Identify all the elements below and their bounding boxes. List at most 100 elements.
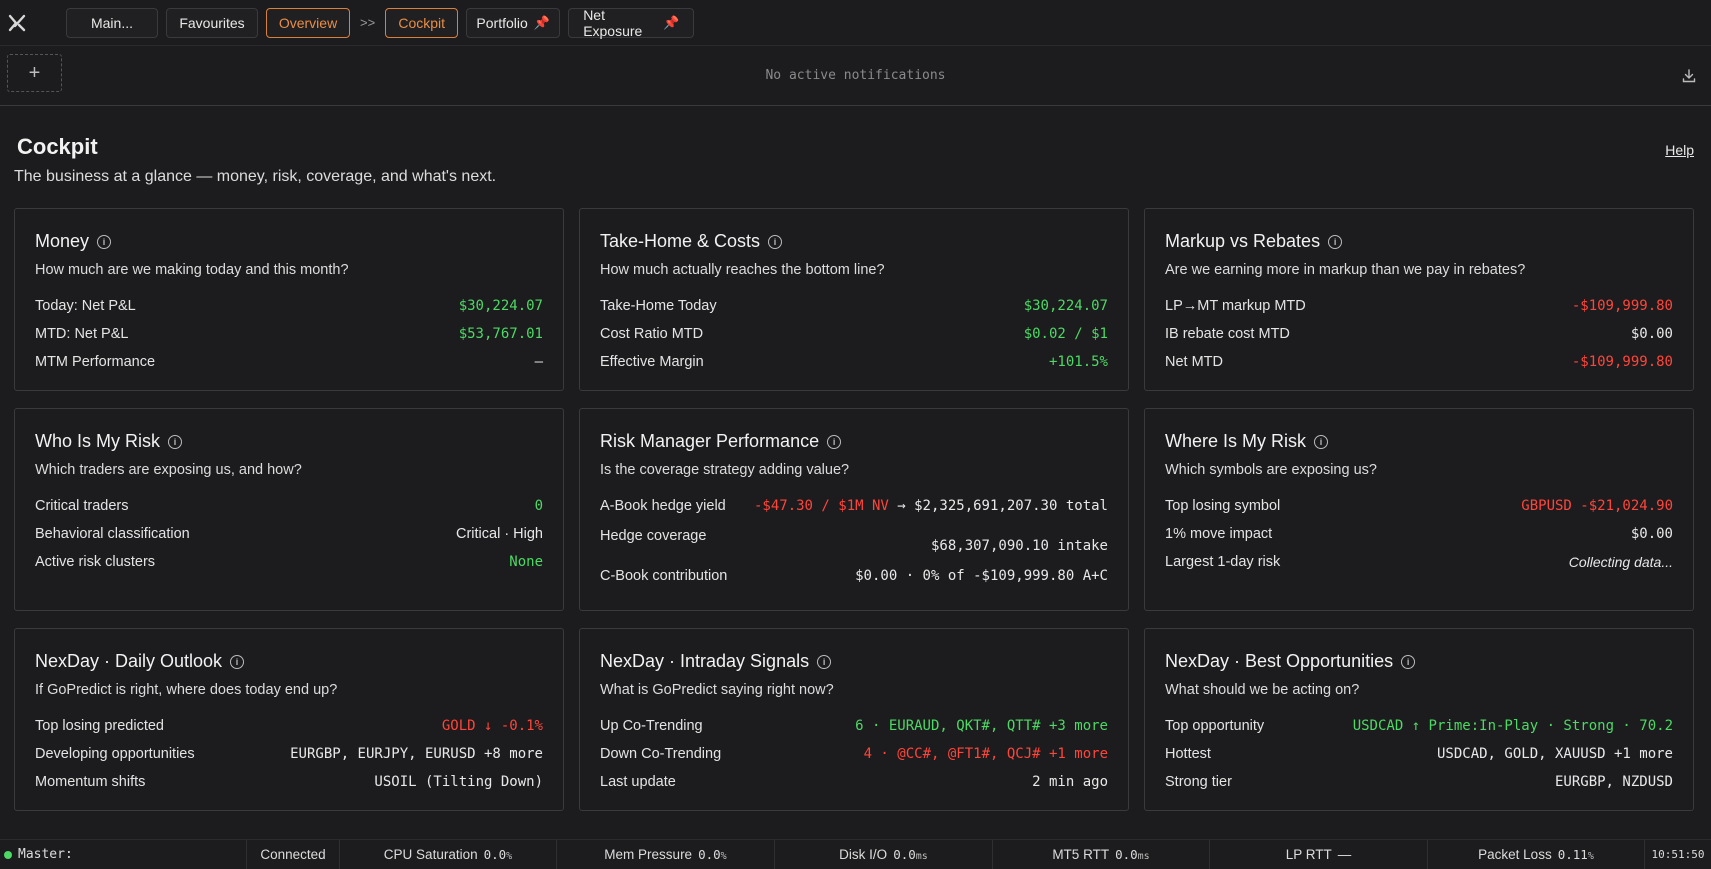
metric-row: Largest 1-day risk Collecting data... (1165, 548, 1673, 576)
metric-value: $0.00 · 0% of -$109,999.80 A+C (855, 568, 1108, 584)
metric-label: 1% move impact (1165, 526, 1273, 542)
tab-main[interactable]: Main... (66, 7, 158, 38)
metric-label: LP→MT markup MTD (1165, 298, 1306, 314)
status-bar: Master: Connected CPU Saturation 0.0% Me… (0, 839, 1711, 869)
info-icon[interactable]: i (827, 434, 842, 449)
pin-icon[interactable]: 📌 (533, 14, 550, 30)
card-title: NexDay · Intraday Signals (600, 651, 810, 671)
tab-portfolio[interactable]: Portfolio 📌 (466, 7, 561, 38)
info-icon[interactable]: i (97, 234, 112, 249)
metric-label: MTD: Net P&L (35, 326, 129, 342)
metric-row: Hottest USDCAD, GOLD, XAUUSD +1 more (1165, 740, 1673, 768)
card-title: Risk Manager Performance (600, 431, 820, 451)
download-icon[interactable] (1681, 68, 1697, 84)
page-title: Cockpit (17, 134, 98, 159)
metric-row: A-Book hedge yield -$47.30 / $1M NV → $2… (600, 492, 1108, 520)
metric-row: Strong tier EURGBP, NZDUSD (1165, 768, 1673, 796)
card-question: If GoPredict is right, where does today … (35, 682, 338, 698)
card-where-is-my-risk: Where Is My Risk i Which symbols are expo… (1144, 408, 1694, 611)
info-icon[interactable]: i (817, 654, 832, 669)
metric-value: -$47.30 / $1M NV → $2,325,691,207.30 tot… (754, 498, 1108, 514)
page-subtitle: The business at a glance — money, risk, … (14, 168, 497, 185)
metric-row: Hedge coverage $68,307,090.10 intake (600, 520, 1108, 562)
help-link[interactable]: Help (1665, 142, 1694, 158)
tab-cockpit[interactable]: Cockpit (385, 7, 459, 38)
metric-row: Momentum shifts USOIL (Tilting Down) (35, 768, 543, 796)
metric-value: 6 · EURAUD, QKT#, QTT# +3 more (855, 718, 1108, 734)
metric-row: Top losing predicted GOLD ↓ -0.1% (35, 712, 543, 740)
metric-label: Down Co-Trending (600, 746, 722, 762)
metric-value: 4 · @CC#, @FT1#, QCJ# +1 more (863, 746, 1108, 762)
metric-label: Up Co-Trending (600, 718, 703, 734)
card-money: Money i How much are we making today and … (14, 208, 564, 391)
metric-row: Behavioral classification Critical · High (35, 520, 543, 548)
card-title: NexDay · Daily Outlook (35, 651, 223, 671)
metric-label: Hottest (1165, 746, 1211, 762)
info-icon[interactable]: i (1328, 234, 1343, 249)
metric-row: Developing opportunities EURGBP, EURJPY, … (35, 740, 543, 768)
card-who-is-my-risk: Who Is My Risk i Which traders are exposi… (14, 408, 564, 611)
cpu-label: CPU Saturation (383, 847, 478, 862)
metric-row: Today: Net P&L $30,224.07 (35, 292, 543, 320)
metric-value: GOLD ↓ -0.1% (441, 718, 543, 734)
tab-overview[interactable]: Overview (266, 7, 350, 38)
metric-value: $0.00 (1630, 526, 1673, 542)
metric-row: Net MTD -$109,999.80 (1165, 348, 1673, 376)
add-notification-button[interactable]: + (7, 54, 62, 92)
metric-value: +101.5% (1048, 354, 1108, 370)
card-daily-outlook: NexDay · Daily Outlook i If GoPredict is … (14, 628, 564, 811)
metric-value: -$109,999.80 (1571, 298, 1673, 314)
disk-unit: ms (915, 851, 928, 862)
metric-row: Effective Margin +101.5% (600, 348, 1108, 376)
notification-status: No active notifications (765, 68, 946, 83)
metric-value: $30,224.07 (1023, 298, 1108, 314)
info-icon[interactable]: i (168, 434, 183, 449)
metric-label: A-Book hedge yield (600, 498, 726, 514)
metric-value: $68,307,090.10 intake (930, 538, 1108, 554)
info-icon[interactable]: i (1401, 654, 1416, 669)
metric-value: 0 (534, 498, 543, 514)
metric-label: Take-Home Today (600, 298, 717, 314)
metric-row: MTM Performance — (35, 348, 543, 376)
clock: 10:51:50 (1645, 840, 1711, 869)
info-icon[interactable]: i (1314, 434, 1329, 449)
app-logo-icon[interactable] (6, 12, 28, 34)
metric-label: Strong tier (1165, 774, 1232, 790)
metric-value: USDCAD ↑ Prime:In-Play · Strong · 70.2 (1352, 718, 1673, 734)
metric-label: Active risk clusters (35, 554, 156, 570)
hedge-yield-value: -$47.30 / $1M NV (753, 498, 889, 514)
card-title: NexDay · Best Opportunities (1165, 651, 1394, 671)
cpu-value: 0.0 (483, 847, 507, 862)
metric-row: IB rebate cost MTD $0.00 (1165, 320, 1673, 348)
metric-value: None (509, 554, 543, 570)
pin-icon[interactable]: 📌 (663, 14, 680, 30)
packet-loss-metric: Packet Loss 0.11% (1428, 840, 1645, 869)
loss-value: 0.11 (1557, 847, 1588, 862)
loss-label: Packet Loss (1478, 847, 1552, 862)
info-icon[interactable]: i (768, 234, 783, 249)
card-question: Which traders are exposing us, and how? (35, 462, 302, 478)
mem-unit: % (720, 851, 727, 862)
card-question: Is the coverage strategy adding value? (600, 462, 850, 478)
tab-label: Portfolio (476, 14, 528, 31)
connection-label: Connected (260, 847, 326, 862)
metric-label: Behavioral classification (35, 526, 190, 542)
card-markup-rebates: Markup vs Rebates i Are we earning more i… (1144, 208, 1694, 391)
metric-value: $0.02 / $1 (1023, 326, 1108, 342)
metric-value: GBPUSD -$21,024.90 (1521, 498, 1673, 514)
metric-value: $30,224.07 (458, 298, 543, 314)
info-icon[interactable]: i (230, 654, 245, 669)
lp-label: LP RTT (1285, 847, 1332, 862)
metric-label: Top opportunity (1165, 718, 1265, 734)
metric-label: Top losing symbol (1165, 498, 1281, 514)
metric-row: Cost Ratio MTD $0.02 / $1 (600, 320, 1108, 348)
card-question: Are we earning more in markup than we pa… (1165, 262, 1526, 278)
lp-rtt-metric: LP RTT — (1210, 840, 1428, 869)
metric-label: Momentum shifts (35, 774, 146, 790)
metric-label: Developing opportunities (35, 746, 195, 762)
card-title: Markup vs Rebates (1165, 231, 1321, 251)
metric-label: MTM Performance (35, 354, 156, 370)
tab-label: Overview (278, 14, 338, 31)
tab-net-exposure[interactable]: Net Exposure 📌 (568, 7, 695, 39)
tab-favourites[interactable]: Favourites (166, 7, 258, 38)
